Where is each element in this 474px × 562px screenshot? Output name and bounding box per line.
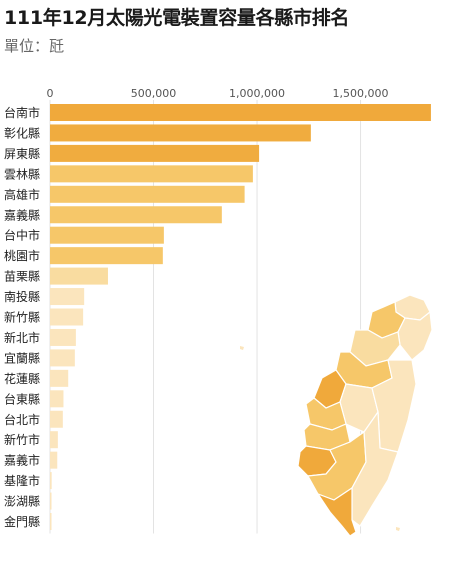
bar — [50, 390, 64, 408]
category-label: 澎湖縣 — [4, 494, 40, 509]
bar — [50, 165, 253, 183]
bars — [50, 104, 431, 530]
category-label: 桃園市 — [4, 248, 40, 263]
x-tick-label: 500,000 — [131, 87, 177, 100]
category-label: 高雄市 — [4, 187, 40, 202]
x-tick-label: 1,500,000 — [333, 87, 389, 100]
category-label: 新竹市 — [4, 432, 40, 447]
category-label: 台中市 — [4, 228, 40, 243]
category-label: 新北市 — [4, 330, 40, 345]
category-label: 嘉義市 — [4, 453, 40, 468]
bar — [50, 124, 311, 142]
bar — [50, 247, 163, 265]
map-region-pingtung — [316, 486, 357, 537]
category-label: 台南市 — [4, 105, 40, 120]
bar — [50, 451, 58, 469]
chart-subtitle: 單位：瓩 — [4, 37, 65, 55]
category-label: 台北市 — [4, 412, 40, 427]
taiwan-map — [240, 294, 433, 537]
bar — [50, 288, 85, 306]
category-labels: 台南市彰化縣屏東縣雲林縣高雄市嘉義縣台中市桃園市苗栗縣南投縣新竹縣新北市宜蘭縣花… — [4, 105, 40, 529]
bar — [50, 308, 84, 326]
category-label: 苗栗縣 — [4, 270, 40, 284]
bar — [50, 144, 260, 162]
chart-title: 111年12月太陽光電裝置容量各縣市排名 — [4, 7, 350, 29]
bar — [50, 513, 52, 530]
bar — [50, 492, 52, 510]
x-tick-label: 0 — [47, 87, 54, 100]
category-label: 雲林縣 — [4, 167, 40, 181]
bar — [50, 185, 245, 203]
bar — [50, 267, 108, 285]
bar — [50, 472, 52, 490]
bar — [50, 328, 76, 346]
bar — [50, 410, 63, 428]
category-label: 花蓮縣 — [4, 371, 40, 386]
category-label: 新竹縣 — [4, 310, 40, 325]
bar — [50, 104, 431, 121]
category-label: 南投縣 — [4, 289, 40, 304]
category-label: 金門縣 — [4, 514, 40, 529]
bar — [50, 369, 69, 387]
category-label: 嘉義縣 — [4, 207, 40, 222]
bar — [50, 226, 164, 244]
bar — [50, 349, 75, 367]
bar — [50, 431, 58, 449]
category-label: 基隆市 — [4, 473, 40, 488]
x-axis-ticks: 0 500,000 1,000,000 1,500,000 — [47, 87, 389, 100]
category-label: 宜蘭縣 — [4, 350, 40, 365]
map-region-penghu — [240, 346, 244, 350]
map-region-islet — [396, 527, 400, 531]
category-label: 彰化縣 — [4, 125, 40, 140]
bar — [50, 206, 222, 224]
category-label: 台東縣 — [4, 391, 40, 406]
map-region-taitung — [351, 410, 399, 527]
x-tick-label: 1,000,000 — [229, 87, 285, 100]
category-label: 屏東縣 — [4, 147, 40, 161]
